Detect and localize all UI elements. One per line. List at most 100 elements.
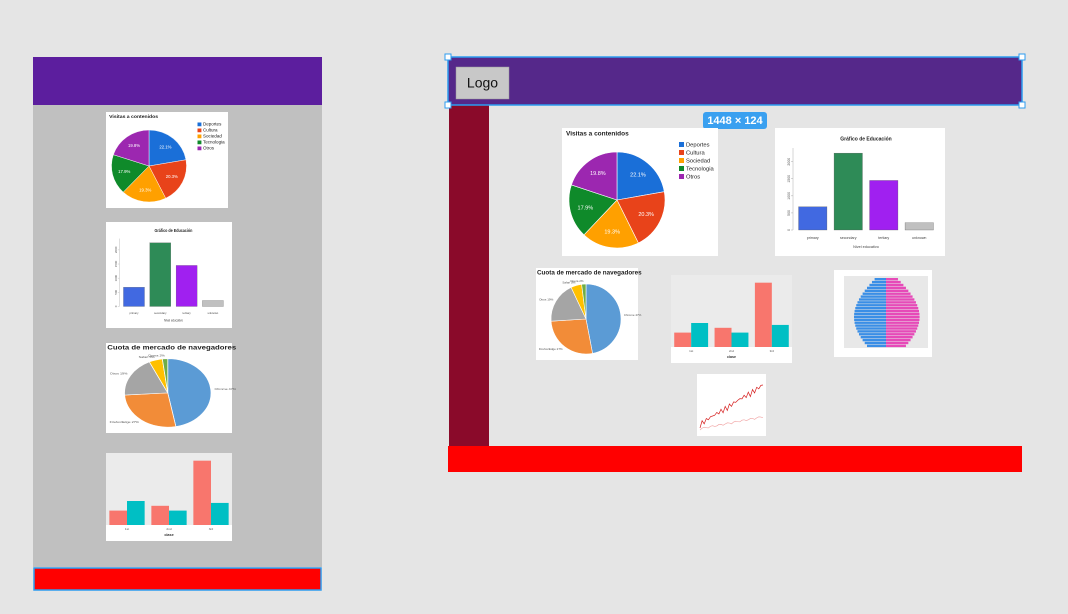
chart-title: Cuota de mercado de navegadores: [107, 345, 236, 351]
pyramid-bar: [886, 330, 916, 333]
pyramid-bar: [886, 336, 913, 339]
logo-box[interactable]: [455, 66, 510, 100]
slice-label: Chrome 47%: [624, 313, 642, 317]
chart-card[interactable]: 1st 2nd 3rd clase: [671, 275, 792, 363]
x-tick-label: tertiary: [878, 236, 889, 240]
pie-slice: [111, 154, 150, 193]
pie-slice: [122, 165, 167, 203]
x-axis-label: Nivel educativo: [164, 318, 183, 322]
x-tick-label: unknown: [912, 236, 926, 240]
chart-card[interactable]: 1st 2nd 3rd clase: [106, 453, 232, 541]
chart-card[interactable]: Gráfico de Educación 0 500 1000 1500 2000 prim…: [775, 128, 945, 256]
pyramid-bar: [856, 327, 886, 330]
pyramid-bar: [886, 324, 919, 327]
slice-label: Opera 2%: [570, 279, 584, 283]
pyramid-bar: [886, 321, 920, 324]
slice-label: Chrome 47%: [214, 388, 236, 392]
logo[interactable]: Logo: [467, 75, 498, 91]
pie-slice: [568, 184, 618, 236]
legend-label: Cultura: [686, 150, 705, 156]
header[interactable]: [447, 56, 1023, 106]
pyramid-bar: [886, 318, 920, 321]
pyramid-bar: [886, 333, 915, 336]
bar: [714, 327, 732, 347]
pie-slice: [167, 358, 212, 427]
y-tick-label: 1000: [114, 274, 118, 281]
chart-title: Visitas a contenidos: [566, 131, 629, 138]
legend-swatch: [679, 158, 684, 163]
x-tick-label: 2nd: [729, 349, 734, 353]
pie-slice: [148, 159, 187, 199]
legend-swatch: [197, 128, 202, 133]
x-tick-label: 3rd: [770, 349, 775, 353]
pie-slice: [550, 286, 587, 322]
x-tick-label: 1st: [125, 527, 129, 531]
pyramid-bar: [874, 278, 886, 281]
pyramid-bar: [854, 318, 886, 321]
y-tick-label: 2000: [114, 246, 118, 253]
line-series: [699, 416, 764, 431]
x-tick-label: unknown: [208, 311, 219, 315]
resize-handle[interactable]: [444, 53, 452, 61]
legend-swatch: [197, 134, 202, 139]
pyramid-bar: [858, 298, 886, 301]
bar: [869, 180, 899, 231]
bar: [169, 510, 187, 525]
y-tick-label: 0: [787, 229, 791, 231]
pyramid-bar: [886, 304, 918, 307]
legend-label: Otros: [686, 174, 700, 180]
chart-card[interactable]: Cuota de mercado de navegadores Chrome 47…: [536, 268, 642, 360]
pie-slice: [113, 129, 150, 167]
pyramid-bar: [886, 307, 919, 310]
slice-label: 19.3%: [604, 230, 620, 236]
resize-handle[interactable]: [1018, 53, 1026, 61]
chart-card[interactable]: Gráfico de Educación 0 500 1000 1500 2000 prim…: [106, 222, 232, 328]
y-tick-label: 500: [787, 210, 791, 216]
pyramid-bar: [854, 312, 886, 316]
chart-card[interactable]: Visitas a contenidos 22.1% Deportes 20.3% Cu…: [562, 128, 718, 256]
pyramid-thumbnail[interactable]: [834, 270, 932, 357]
pyramid-bar: [886, 338, 911, 342]
pyramid-bar: [856, 304, 886, 307]
frame-footer[interactable]: [33, 567, 322, 591]
slice-label: 22.1%: [630, 172, 646, 178]
bar: [771, 324, 789, 347]
bar: [175, 265, 198, 307]
pyramid-bar: [854, 321, 886, 324]
pie-slice: [161, 358, 169, 393]
pyramid-bar: [871, 280, 886, 284]
pie-slice: [583, 199, 639, 249]
pie-slice: [616, 151, 665, 201]
bar: [674, 332, 692, 347]
pyramid-bar: [886, 341, 909, 345]
footer[interactable]: [448, 446, 1022, 472]
slice-label: Opera 2%: [148, 354, 165, 358]
chart-card[interactable]: Visitas a contenidos 22.1% Deportes 20.3% Cu…: [106, 112, 228, 208]
line-thumbnail[interactable]: [697, 374, 766, 436]
slice-label: 19.3%: [139, 187, 151, 192]
sidebar[interactable]: [449, 105, 489, 446]
pyramid-bar: [857, 330, 886, 333]
resize-handle[interactable]: [444, 101, 452, 109]
x-tick-label: secondary: [840, 236, 857, 240]
resize-handle[interactable]: [1018, 101, 1026, 109]
pyramid-bar: [886, 295, 913, 298]
legend-swatch: [679, 174, 684, 179]
y-tick-label: 1000: [787, 192, 791, 200]
pyramid-bar: [867, 344, 886, 348]
pyramid-bar: [886, 309, 920, 313]
chart-title: Gráfico de Educación: [155, 228, 193, 233]
pyramid-bar: [886, 292, 911, 295]
slice-label: 22.1%: [159, 144, 171, 149]
pyramid-bar: [855, 324, 886, 327]
pyramid-bar: [886, 278, 898, 281]
slice-label: Safari 5%: [562, 280, 575, 284]
bar: [754, 282, 772, 347]
pyramid-bar: [886, 312, 920, 316]
chart-title: Cuota de mercado de navegadores: [537, 270, 642, 277]
legend-swatch: [679, 150, 684, 155]
y-tick-label: 0: [114, 305, 118, 307]
bar: [149, 242, 171, 307]
pyramid-bar: [854, 309, 886, 313]
chart-card[interactable]: Cuota de mercado de navegadores Chrome 47…: [106, 343, 236, 433]
